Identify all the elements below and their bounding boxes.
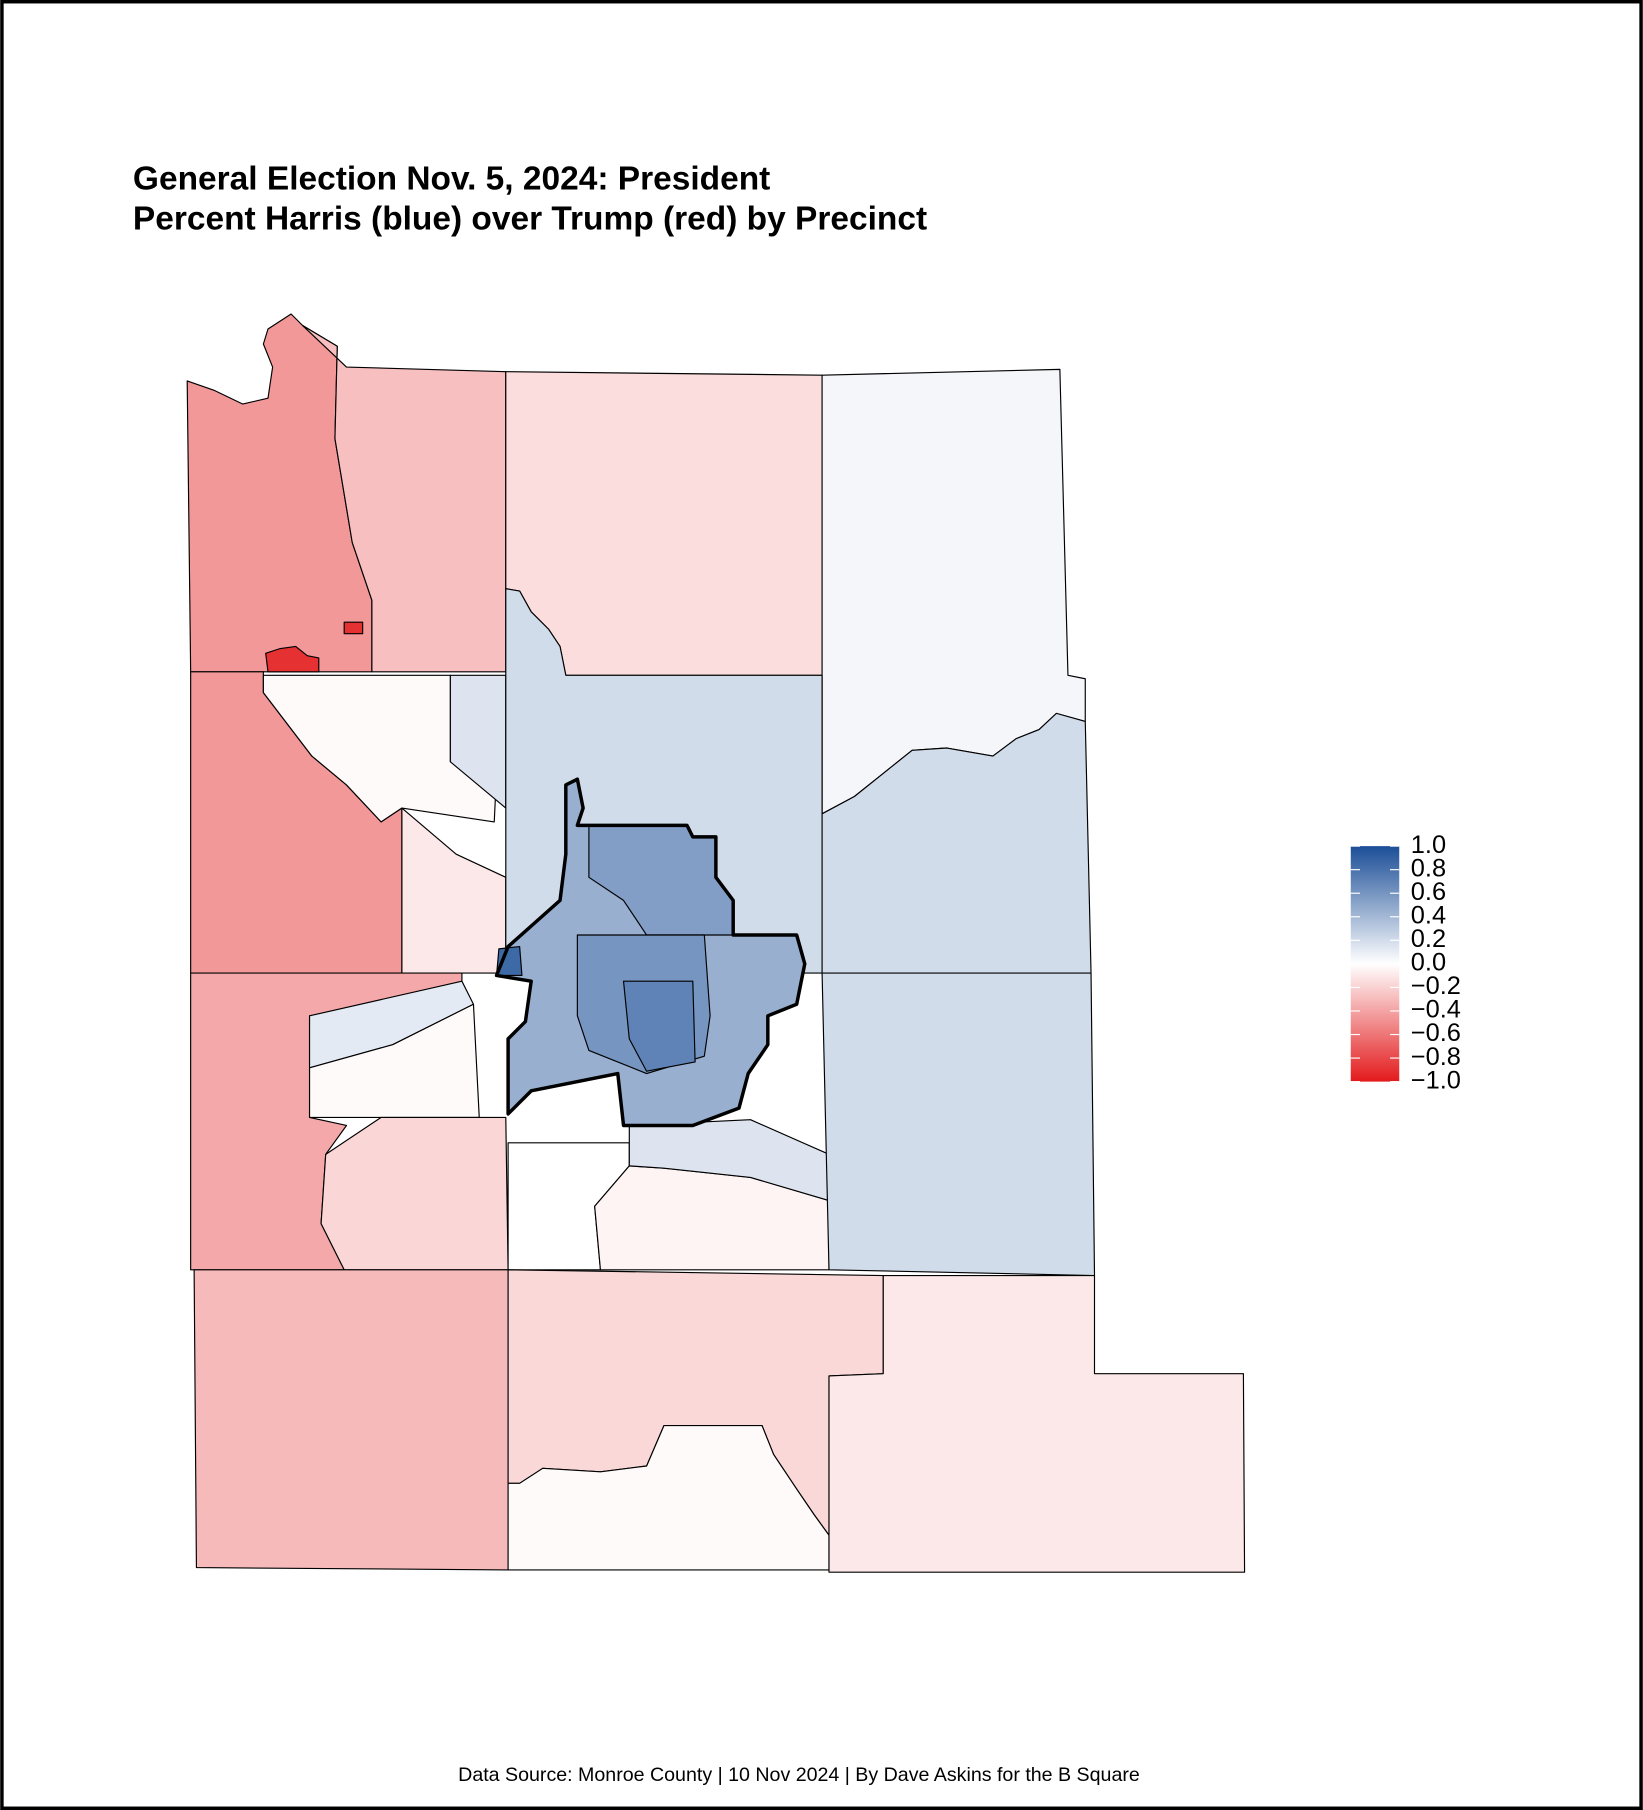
precinct	[622, 980, 696, 1072]
legend-tick-label: −1.0	[1411, 1066, 1461, 1094]
precinct	[308, 1003, 480, 1118]
legend-tick-label: 0.4	[1411, 901, 1446, 929]
precinct	[495, 945, 523, 976]
legend-tick-label: 1.0	[1411, 831, 1446, 859]
caption: Data Source: Monroe County | 10 Nov 2024…	[458, 1764, 1140, 1786]
chart-title: General Election Nov. 5, 2024: President	[133, 160, 770, 197]
legend-tick-label: 0.2	[1411, 925, 1446, 953]
precinct	[302, 324, 507, 673]
precinct	[193, 1269, 509, 1571]
city-boundary	[494, 777, 807, 1128]
chart-subtitle: Percent Harris (blue) over Trump (red) b…	[133, 201, 927, 238]
legend-tick-label: −0.6	[1411, 1019, 1461, 1047]
precinct	[265, 645, 320, 673]
legend-tick-label: −0.4	[1411, 996, 1461, 1024]
precinct	[505, 371, 823, 676]
precinct	[821, 972, 1096, 1277]
legend: −1.0−0.8−0.6−0.4−0.20.00.20.40.60.81.0	[1350, 831, 1461, 1094]
legend-tick-label: −0.2	[1411, 972, 1461, 1000]
legend-tick-label: 0.0	[1411, 949, 1446, 977]
legend-tick-label: −0.8	[1411, 1043, 1461, 1071]
precinct	[320, 1116, 509, 1271]
precincts	[186, 313, 1246, 1573]
legend-tick-label: 0.8	[1411, 854, 1446, 882]
precinct	[828, 1274, 1246, 1573]
precinct	[628, 1119, 830, 1202]
legend-tick-label: 0.6	[1411, 878, 1446, 906]
precinct	[343, 621, 364, 635]
